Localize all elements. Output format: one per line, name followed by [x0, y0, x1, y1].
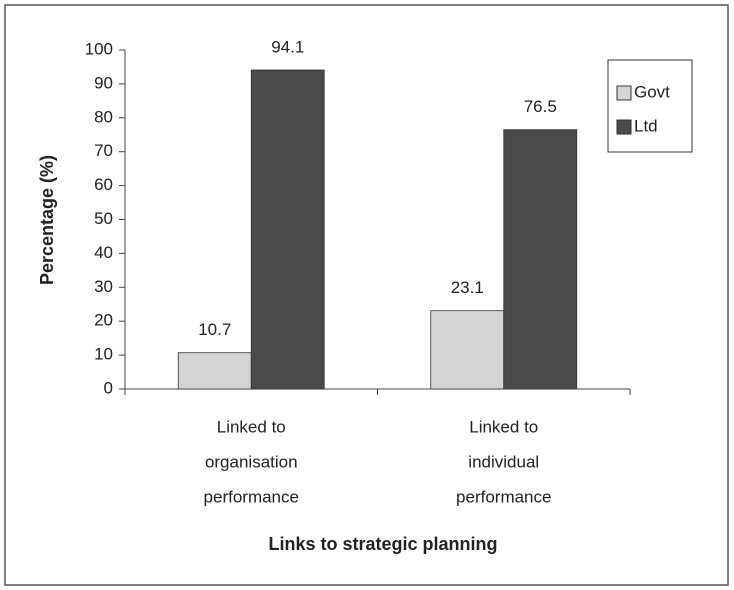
- x-tick-label: Linked to: [217, 417, 286, 436]
- y-tick-label: 60: [94, 175, 113, 194]
- y-tick-label: 40: [94, 243, 113, 262]
- legend-label: Ltd: [634, 116, 658, 135]
- y-tick-label: 20: [94, 311, 113, 330]
- y-tick-label: 0: [104, 378, 113, 397]
- legend-swatch: [616, 85, 632, 101]
- data-label: 23.1: [451, 278, 484, 297]
- legend-swatch: [616, 119, 632, 135]
- y-tick-label: 50: [94, 209, 113, 228]
- y-tick-label: 10: [94, 345, 113, 364]
- bar: [503, 129, 578, 390]
- y-tick-label: 80: [94, 107, 113, 126]
- x-tick-label: performance: [456, 487, 551, 506]
- bar: [250, 69, 325, 390]
- x-axis-title: Links to strategic planning: [268, 534, 497, 554]
- bar: [177, 352, 252, 390]
- y-tick-label: 30: [94, 277, 113, 296]
- x-tick-label: organisation: [205, 452, 298, 471]
- x-tick-label: individual: [468, 452, 539, 471]
- legend-label: Govt: [634, 82, 670, 101]
- data-label: 94.1: [271, 37, 304, 56]
- y-axis-title: Percentage (%): [37, 155, 57, 285]
- x-tick-label: performance: [204, 487, 299, 506]
- bar: [430, 310, 505, 390]
- legend-box: [607, 59, 693, 153]
- y-tick-label: 90: [94, 73, 113, 92]
- x-tick-label: Linked to: [469, 417, 538, 436]
- y-tick-label: 100: [85, 39, 113, 58]
- y-tick-label: 70: [94, 141, 113, 160]
- data-label: 76.5: [524, 97, 557, 116]
- data-label: 10.7: [198, 320, 231, 339]
